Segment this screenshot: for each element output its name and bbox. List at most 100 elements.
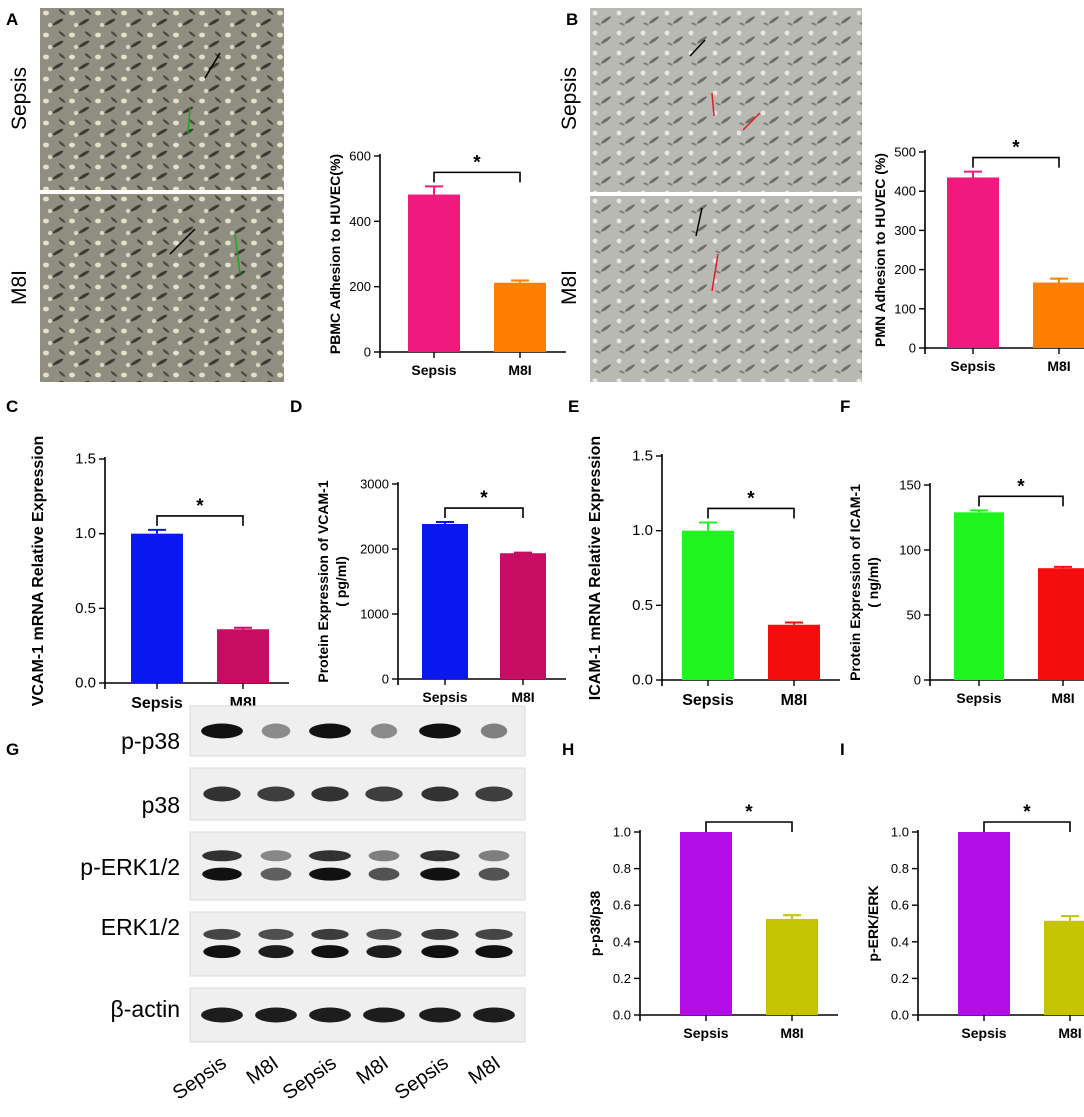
y-axis-label: p-ERK/ERK <box>865 885 881 961</box>
bar-m8i <box>217 629 269 683</box>
blot-band <box>202 850 242 862</box>
blot-band <box>363 1007 405 1023</box>
x-tick-label: Sepsis <box>950 358 995 374</box>
significance-star: * <box>1012 138 1020 159</box>
y-tick-label: 2000 <box>360 542 389 557</box>
y-axis-label: VCAM-1 mRNA Relative Expression <box>30 436 47 707</box>
bar-m8i <box>500 553 546 679</box>
blot-strip-4 <box>189 987 526 1043</box>
x-tick-label: Sepsis <box>131 695 183 712</box>
blot-row-label-pp38: p-p38 <box>121 728 180 754</box>
blot-band <box>311 786 349 802</box>
y-tick-label: 200 <box>894 262 916 277</box>
blot-band <box>473 1007 515 1023</box>
bar-m8i <box>1033 282 1084 348</box>
micrograph-texture <box>590 8 862 192</box>
blot-strip-3 <box>189 911 526 977</box>
significance-bracket <box>983 821 1071 832</box>
y-tick-label: 0.0 <box>632 672 653 689</box>
y-tick-label: 0.6 <box>613 898 631 913</box>
blot-band <box>475 945 513 959</box>
blot-band <box>258 945 294 959</box>
blot-band <box>201 1007 243 1023</box>
blot-band <box>201 723 243 739</box>
blot-band <box>420 850 460 862</box>
micrograph-b-m8i-label: M8I <box>558 269 581 305</box>
chart-b-pmn-adhesion: 0 100 200 300 400 500 Sepsis M8I * PMN Adhesion t… <box>872 138 1084 374</box>
x-tick-label: Sepsis <box>682 692 734 709</box>
blot-band <box>419 1007 461 1023</box>
bar-m8i <box>766 918 818 1015</box>
blot-band <box>421 928 459 940</box>
y-tick-label: 0.5 <box>75 600 96 617</box>
blot-row-label-bactin: β-actin <box>110 996 180 1022</box>
y-tick-label: 0.4 <box>613 934 631 949</box>
panel-letter-e: E <box>568 397 580 416</box>
panel-letter-d: D <box>290 397 303 416</box>
y-tick-label: 400 <box>349 214 371 229</box>
panel-letter-a: A <box>6 10 19 29</box>
y-tick-label: 0 <box>364 345 371 360</box>
x-tick-label: M8I <box>780 1025 803 1041</box>
y-tick-label: 0.0 <box>613 1008 631 1023</box>
significance-star: * <box>196 496 204 517</box>
y-tick-label: 1.0 <box>75 525 96 542</box>
blot-band <box>365 786 403 802</box>
significance-bracket <box>156 515 244 526</box>
blot-band <box>260 850 292 862</box>
y-tick-label: 0.6 <box>891 898 909 913</box>
blot-band <box>203 945 241 959</box>
y-tick-label: 0 <box>914 673 921 688</box>
blot-band <box>480 723 508 739</box>
y-axis-label: PMN Adhesion to HUVEC (%) <box>872 153 888 347</box>
y-tick-label: 300 <box>894 223 916 238</box>
blot-row-label-perk: p-ERK1/2 <box>80 854 180 880</box>
y-tick-label: 200 <box>349 279 371 294</box>
y-tick-label: 0 <box>382 672 389 687</box>
x-tick-label: M8I <box>1047 358 1070 374</box>
significance-bracket <box>972 156 1060 168</box>
y-tick-label: 1.5 <box>75 451 96 468</box>
y-tick-label: 0.2 <box>891 971 909 986</box>
x-tick-label: Sepsis <box>683 1025 728 1041</box>
y-tick-label: 600 <box>349 149 371 164</box>
panel-letter-g: G <box>6 740 20 759</box>
significance-star: * <box>747 488 755 509</box>
blot-strip-1 <box>189 767 526 821</box>
panel-letter-b: B <box>566 10 579 29</box>
blot-band <box>309 867 351 881</box>
significance-bracket <box>978 495 1064 507</box>
x-tick-label: M8I <box>1058 1025 1081 1041</box>
blot-band <box>370 723 398 739</box>
y-tick-label: 100 <box>899 543 921 558</box>
x-tick-label: Sepsis <box>961 1025 1006 1041</box>
micrograph-b-sepsis <box>590 8 862 192</box>
panel-letter-c: C <box>6 397 19 416</box>
chart-e-icam1-mrna: 0.0 0.5 1.0 1.5 Sepsis M8I * ICAM-1 mRNA Relati… <box>587 436 840 709</box>
blot-band <box>309 723 351 739</box>
blot-band <box>421 786 459 802</box>
bar-sepsis <box>958 832 1010 1015</box>
y-tick-label: 0.0 <box>891 1008 909 1023</box>
micrograph-b-m8i <box>590 196 862 382</box>
x-tick-label: Sepsis <box>956 690 1001 706</box>
chart-f-icam1-protein: 0 50 100 150 Sepsis M8I * Protein Expression of… <box>847 476 1084 706</box>
blot-band <box>311 945 349 959</box>
significance-star: * <box>480 488 488 509</box>
y-tick-label: 1.0 <box>891 825 909 840</box>
blot-band <box>475 928 513 940</box>
blot-band <box>419 723 461 739</box>
bar-sepsis <box>422 523 468 679</box>
x-tick-label: M8I <box>511 689 534 705</box>
blot-strip-0 <box>189 705 526 757</box>
panel-letter-h: H <box>562 740 575 759</box>
y-tick-label: 0.5 <box>632 597 653 614</box>
bar-sepsis <box>954 512 1004 680</box>
significance-bracket <box>444 507 524 519</box>
blot-band <box>202 867 242 881</box>
micrograph-a-m8i <box>40 194 284 382</box>
chart-d-vcam1-protein: 0 1000 2000 3000 Sepsis M8I * Protein Expressio… <box>315 477 566 705</box>
blot-band <box>311 928 349 940</box>
blot-row-label-p38: p38 <box>141 792 180 818</box>
bar-sepsis <box>408 194 460 352</box>
